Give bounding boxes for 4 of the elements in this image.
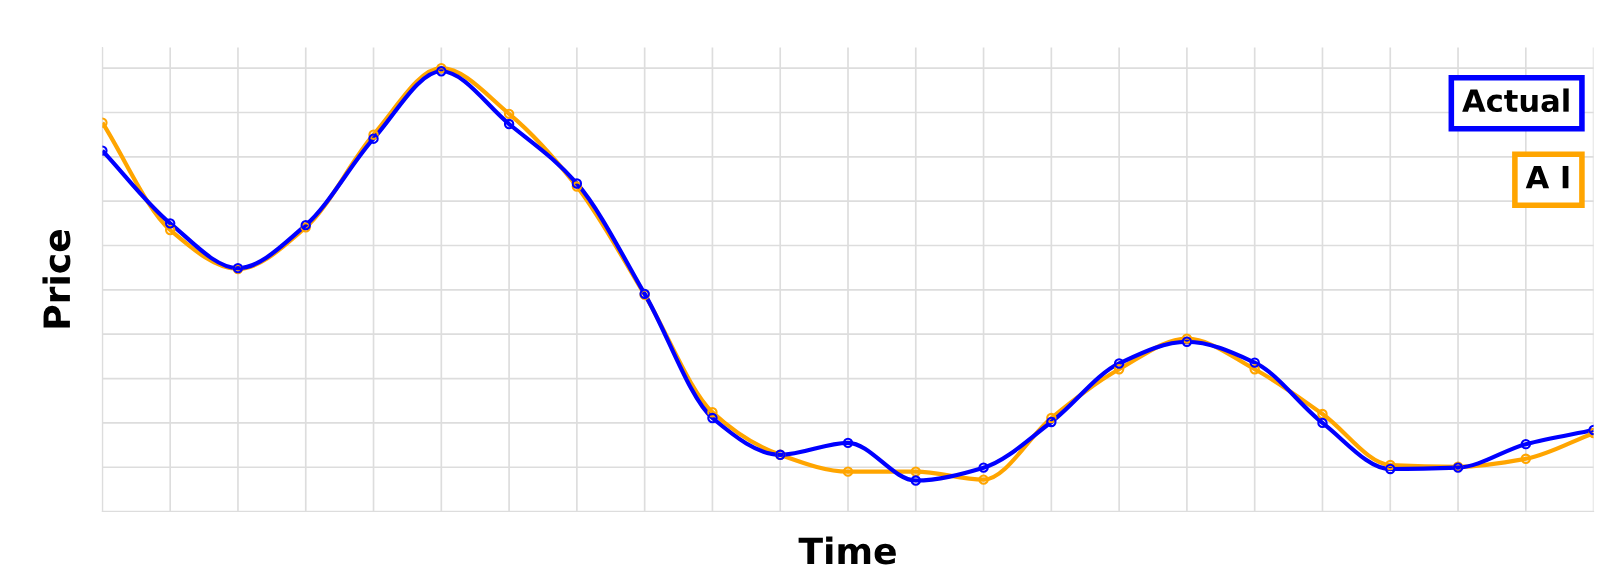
y-axis-title: Price xyxy=(42,230,71,328)
text: A I xyxy=(1525,165,1569,189)
text: Actual xyxy=(1462,88,1569,113)
x-axis-title: Time xyxy=(798,536,896,565)
